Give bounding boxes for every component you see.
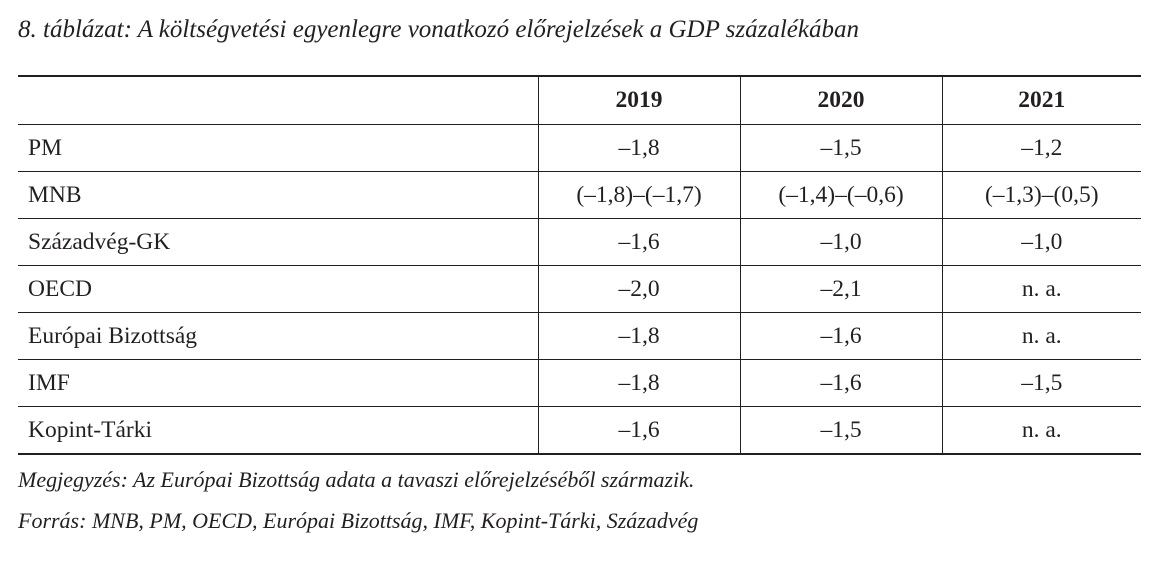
header-year-2020: 2020 xyxy=(739,75,942,125)
value-cell: –1,6 xyxy=(537,406,740,455)
header-empty-cell xyxy=(18,75,538,125)
value-cell: –1,5 xyxy=(739,124,942,172)
value-cell: –1,2 xyxy=(941,124,1141,172)
table-source: Forrás: MNB, PM, OECD, Európai Bizottság… xyxy=(18,508,699,533)
value-cell: –1,5 xyxy=(941,359,1141,407)
table-row: Európai Bizottság –1,8 –1,6 n. a. xyxy=(18,312,1141,360)
row-label: IMF xyxy=(18,359,538,407)
row-label: Kopint-Tárki xyxy=(18,406,538,455)
value-cell: –1,5 xyxy=(739,406,942,455)
header-year-2019: 2019 xyxy=(537,75,740,125)
table-note: Megjegyzés: Az Európai Bizottság adata a… xyxy=(18,467,695,492)
value-cell: –2,0 xyxy=(537,265,740,313)
row-label: MNB xyxy=(18,171,538,219)
header-year-2021: 2021 xyxy=(941,75,1141,125)
value-cell: –1,0 xyxy=(739,218,942,266)
value-cell: –1,8 xyxy=(537,124,740,172)
value-cell: (–1,8)–(–1,7) xyxy=(537,171,740,219)
table-title: 8. táblázat: A költségvetési egyenlegre … xyxy=(18,16,860,43)
value-cell: –2,1 xyxy=(739,265,942,313)
table-row: IMF –1,8 –1,6 –1,5 xyxy=(18,359,1141,407)
value-cell: –1,0 xyxy=(941,218,1141,266)
row-label: Európai Bizottság xyxy=(18,312,538,360)
forecast-table: 2019 2020 2021 PM –1,8 –1,5 –1,2 MNB (–1… xyxy=(18,75,1141,455)
row-label: OECD xyxy=(18,265,538,313)
table-header-row: 2019 2020 2021 xyxy=(18,75,1141,125)
table-row: Századvég-GK –1,6 –1,0 –1,0 xyxy=(18,218,1141,266)
value-cell: –1,8 xyxy=(537,359,740,407)
value-cell: (–1,4)–(–0,6) xyxy=(739,171,942,219)
table-row: OECD –2,0 –2,1 n. a. xyxy=(18,265,1141,313)
value-cell: –1,6 xyxy=(739,359,942,407)
value-cell: n. a. xyxy=(941,312,1141,360)
value-cell: –1,6 xyxy=(739,312,942,360)
table-row: Kopint-Tárki –1,6 –1,5 n. a. xyxy=(18,406,1141,455)
row-label: Századvég-GK xyxy=(18,218,538,266)
table-row: MNB (–1,8)–(–1,7) (–1,4)–(–0,6) (–1,3)–(… xyxy=(18,171,1141,219)
value-cell: (–1,3)–(0,5) xyxy=(941,171,1141,219)
row-label: PM xyxy=(18,124,538,172)
value-cell: n. a. xyxy=(941,265,1141,313)
value-cell: n. a. xyxy=(941,406,1141,455)
value-cell: –1,6 xyxy=(537,218,740,266)
value-cell: –1,8 xyxy=(537,312,740,360)
table-row: PM –1,8 –1,5 –1,2 xyxy=(18,124,1141,172)
